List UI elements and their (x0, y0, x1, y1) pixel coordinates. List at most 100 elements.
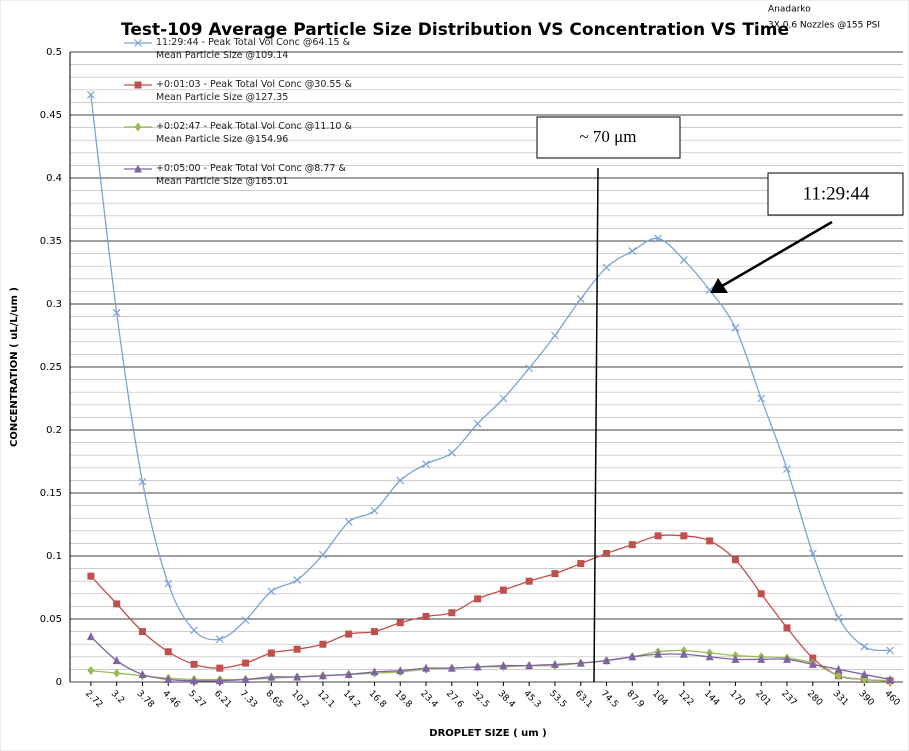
marker (190, 626, 198, 635)
y-tick-label: 0.3 (46, 299, 62, 310)
marker (525, 364, 534, 373)
marker (396, 666, 405, 675)
marker (680, 532, 688, 540)
legend-label: +0:01:03 - Peak Total Vol Conc @30.55 & … (156, 79, 352, 103)
legend-item: +0:01:03 - Peak Total Vol Conc @30.55 & … (122, 78, 362, 120)
marker (499, 586, 507, 594)
marker (112, 656, 121, 665)
marker (602, 263, 611, 272)
marker (550, 659, 559, 668)
annotation-arrow (721, 220, 833, 288)
marker (241, 616, 250, 625)
marker (809, 654, 817, 662)
legend-swatch (124, 39, 152, 47)
y-tick-label: 0.25 (40, 362, 62, 373)
legend-swatch (124, 81, 152, 89)
marker (344, 669, 353, 678)
marker (499, 394, 508, 403)
marker (319, 640, 327, 648)
marker (654, 234, 663, 243)
marker (783, 624, 791, 632)
marker (525, 661, 534, 670)
marker (473, 419, 482, 428)
legend-item: 11:29:44 - Peak Total Vol Conc @64.15 & … (122, 36, 362, 78)
marker (190, 676, 199, 685)
marker (318, 671, 327, 680)
legend-label: 11:29:44 - Peak Total Vol Conc @64.15 & … (156, 37, 350, 61)
marker (345, 630, 353, 638)
marker (860, 642, 869, 651)
x-axis-label: DROPLET SIZE ( um ) (429, 728, 546, 739)
marker (293, 576, 302, 584)
marker (113, 668, 121, 678)
marker (731, 654, 740, 663)
marker (628, 247, 637, 256)
marker (134, 39, 142, 47)
annotation-box (767, 172, 904, 216)
subtitle: Anadarko (768, 5, 811, 15)
marker (396, 476, 405, 485)
marker (834, 664, 843, 673)
legend-item: +0:05:00 - Peak Total Vol Conc @8.77 & M… (122, 162, 362, 204)
annotation: 11:29:44 (803, 183, 870, 204)
marker (215, 676, 224, 685)
annotation-box (536, 116, 681, 159)
marker (370, 667, 379, 676)
marker (86, 632, 95, 641)
annotation-line (593, 167, 599, 683)
legend-label: +0:05:00 - Peak Total Vol Conc @8.77 & M… (156, 163, 346, 187)
legend-label: +0:02:47 - Peak Total Vol Conc @11.10 & … (156, 121, 352, 145)
legend-swatch (124, 122, 152, 132)
legend-swatch (124, 164, 152, 173)
marker (370, 628, 378, 636)
marker (293, 672, 302, 681)
marker (886, 674, 895, 683)
marker (654, 649, 663, 658)
marker (731, 556, 739, 564)
marker (164, 579, 173, 588)
marker (525, 577, 533, 585)
marker (134, 164, 142, 173)
marker (138, 669, 147, 678)
marker (757, 590, 765, 598)
marker (577, 560, 585, 568)
marker (134, 122, 142, 132)
marker (267, 587, 276, 596)
y-tick-label: 0.15 (40, 488, 62, 499)
marker (705, 652, 714, 661)
marker (499, 661, 508, 670)
marker (164, 648, 172, 656)
marker (241, 674, 250, 683)
y-axis-label: CONCENTRATION ( uL/L/um ) (9, 287, 20, 447)
marker (293, 645, 301, 653)
marker (731, 324, 740, 332)
marker (473, 662, 482, 671)
marker (783, 465, 791, 473)
marker (267, 672, 276, 681)
marker (628, 652, 637, 661)
marker (370, 506, 379, 515)
marker (396, 619, 404, 627)
marker (679, 649, 688, 658)
marker (267, 649, 275, 657)
marker (112, 308, 121, 317)
marker (757, 654, 766, 663)
y-tick-label: 0.5 (46, 47, 62, 58)
marker (706, 537, 714, 545)
marker (138, 628, 146, 636)
marker (318, 550, 327, 559)
marker (86, 90, 95, 99)
y-tick-label: 0.45 (40, 110, 62, 121)
marker (474, 595, 482, 603)
marker (215, 635, 224, 644)
marker (782, 654, 791, 663)
legend: 11:29:44 - Peak Total Vol Conc @64.15 & … (122, 36, 362, 204)
chart-title: Test-109 Average Particle Size Distribut… (121, 20, 789, 40)
marker (216, 664, 224, 672)
marker (242, 659, 250, 667)
legend-item: +0:02:47 - Peak Total Vol Conc @11.10 & … (122, 120, 362, 162)
annotation: ~ 70 μm (579, 127, 636, 146)
